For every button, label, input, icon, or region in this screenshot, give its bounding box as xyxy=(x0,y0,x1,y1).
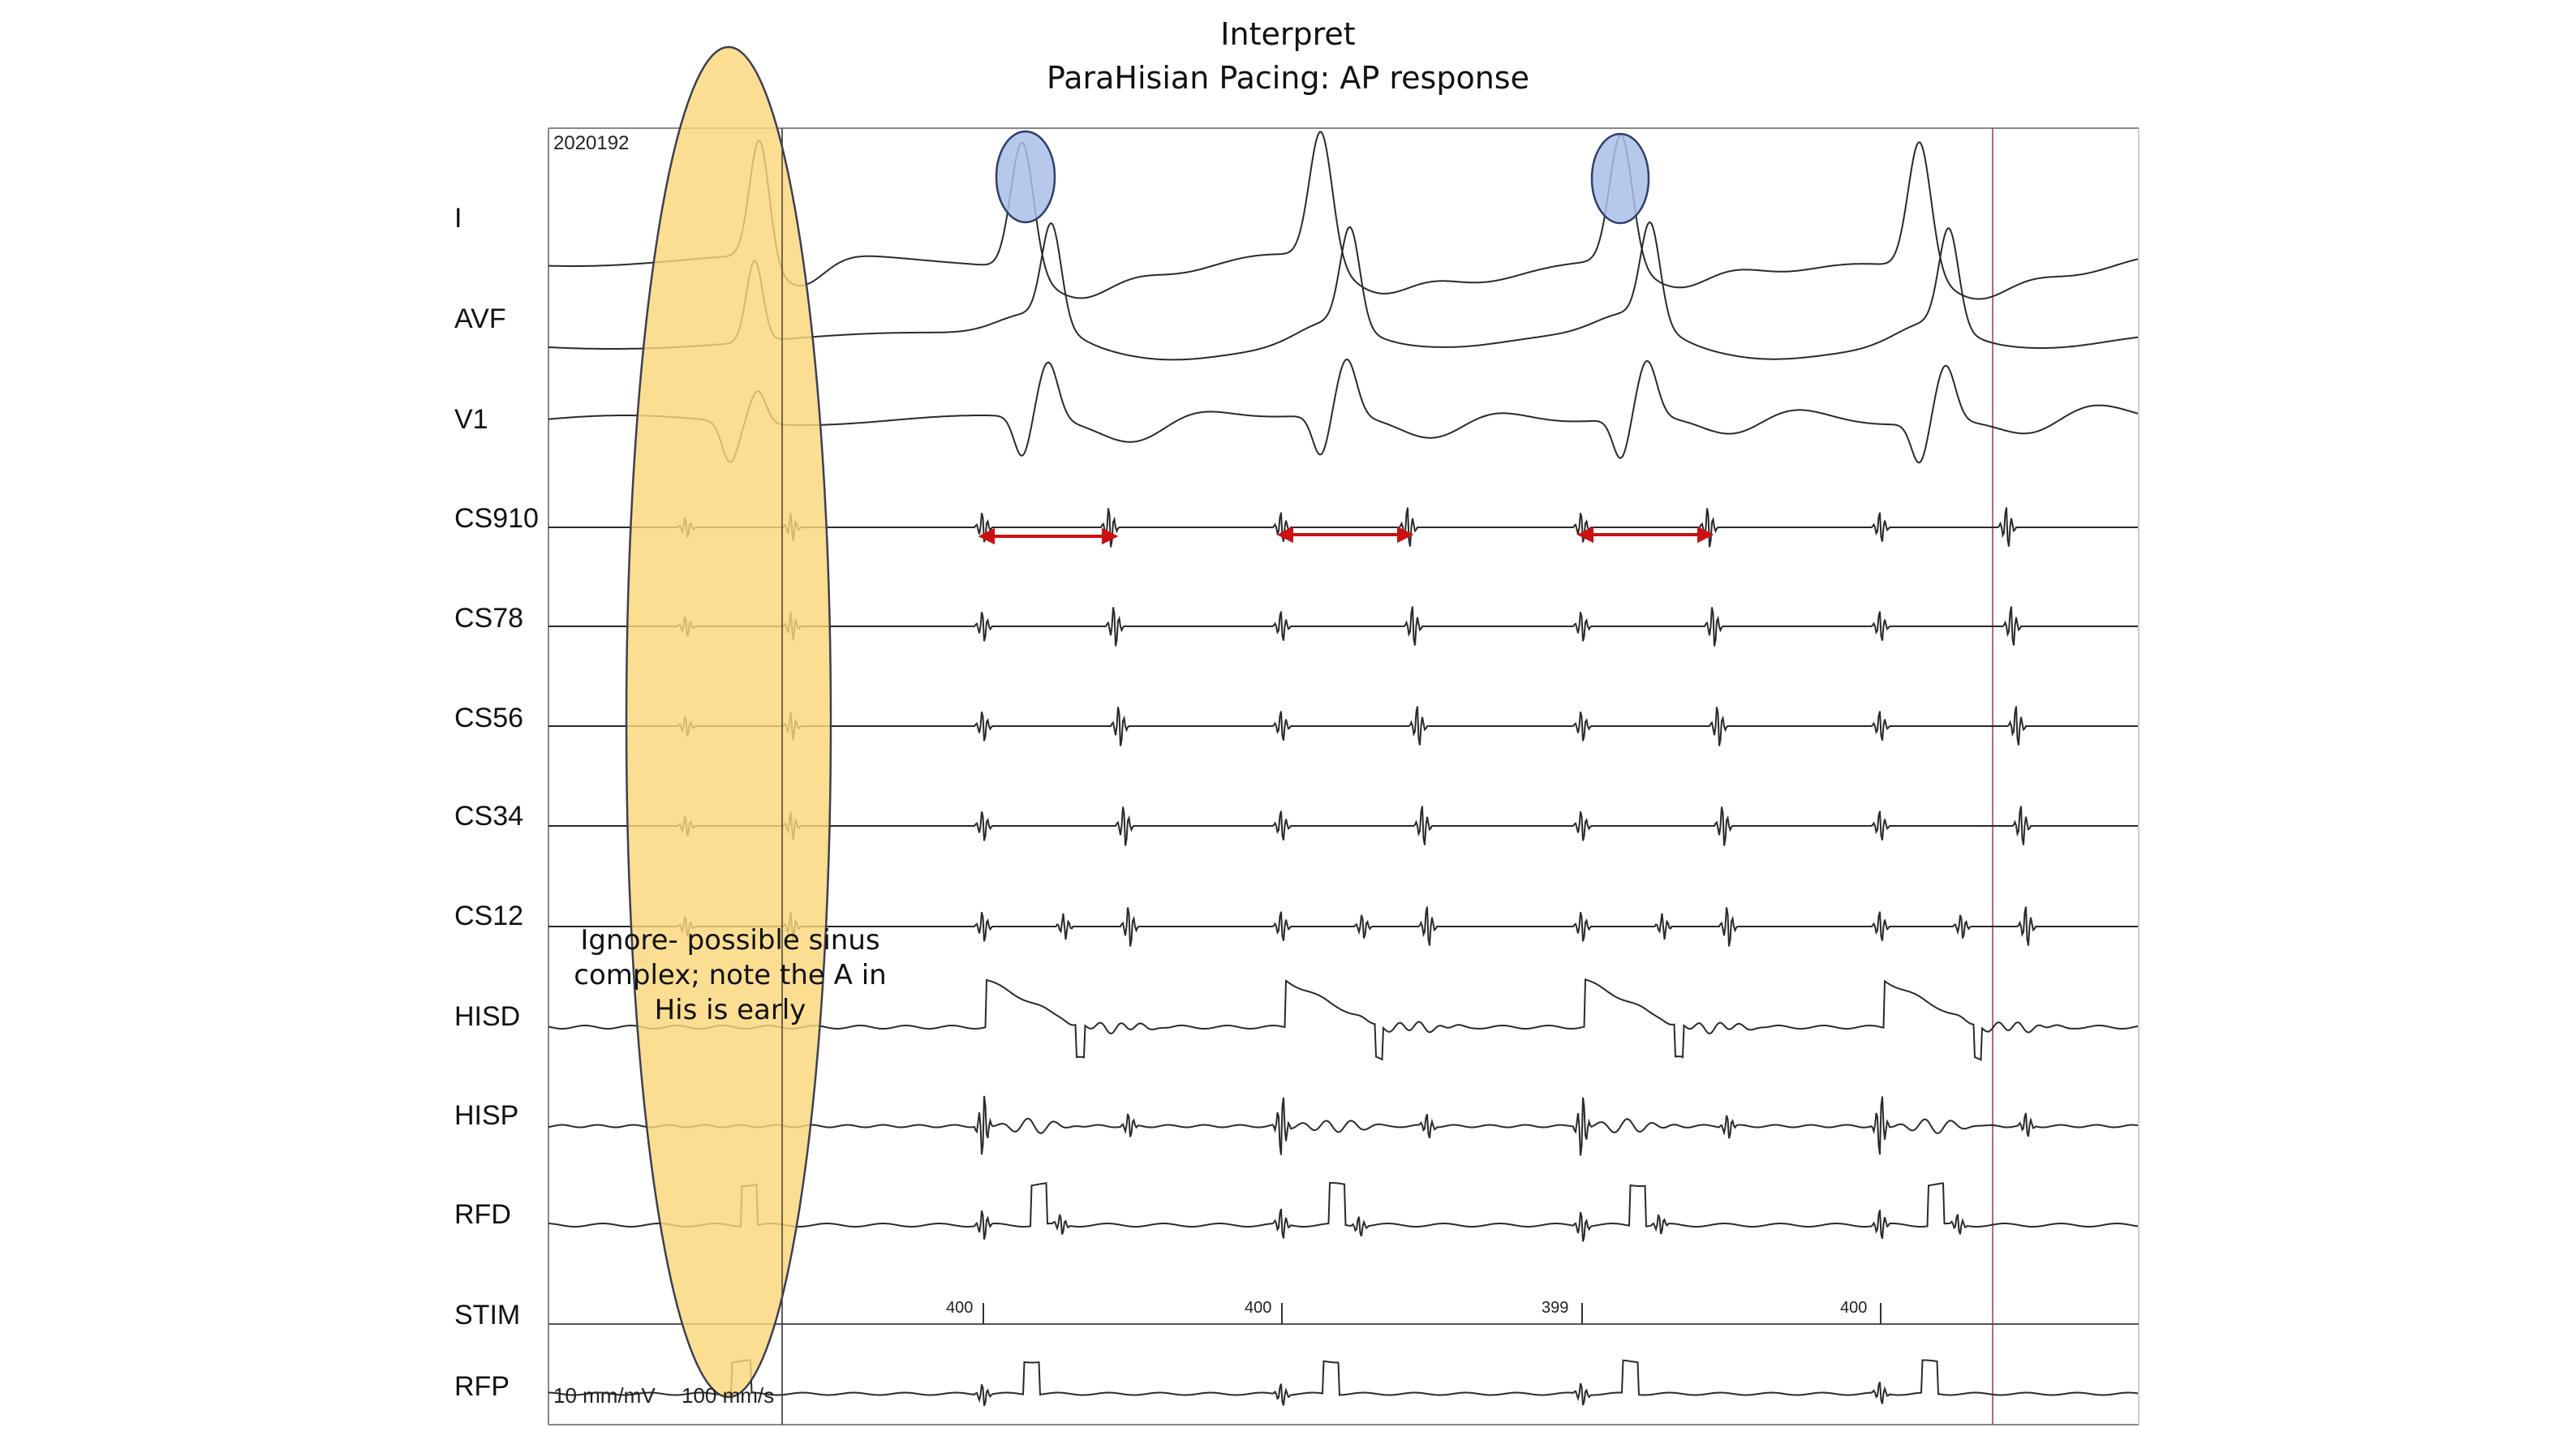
p-wave-marker-1 xyxy=(995,130,1056,224)
speed-calibration: 100 mm/s xyxy=(682,1383,775,1408)
lead-label-hisd: HISD xyxy=(454,1001,521,1032)
interval-arrow-1 xyxy=(978,527,1119,545)
lead-label-i: I xyxy=(454,203,462,234)
lead-label-cs78: CS78 xyxy=(454,603,524,634)
trace-rfp xyxy=(548,1359,2139,1407)
interval-arrow-2 xyxy=(1276,526,1414,544)
lead-label-rfp: RFP xyxy=(454,1371,510,1402)
trace-lead-i xyxy=(548,131,2139,300)
lead-label-cs910: CS910 xyxy=(454,503,539,534)
lead-label-cs12: CS12 xyxy=(454,901,524,931)
figure-title: Interpret xyxy=(1220,16,1356,52)
lead-label-hisp: HISP xyxy=(454,1100,519,1131)
interval-arrow-3 xyxy=(1576,526,1714,544)
lead-label-stim: STIM xyxy=(454,1300,521,1331)
sinus-complex-highlight xyxy=(625,45,832,1399)
stim-cycle-length-3: 399 xyxy=(1542,1299,1569,1317)
lead-label-avf: AVF xyxy=(454,303,506,334)
sinus-complex-note: Ignore- possible sinus complex; note the… xyxy=(574,924,887,1026)
lead-label-cs34: CS34 xyxy=(454,801,524,832)
lead-label-cs56: CS56 xyxy=(454,703,524,733)
lead-label-rfd: RFD xyxy=(454,1199,511,1230)
trace-hisp xyxy=(548,1095,2139,1156)
stim-cycle-length-1: 400 xyxy=(946,1299,974,1317)
lead-label-v1: V1 xyxy=(454,404,488,435)
trace-rfd xyxy=(548,1182,2139,1242)
stim-cycle-length-4: 400 xyxy=(1840,1299,1868,1317)
p-wave-marker-2 xyxy=(1590,132,1650,225)
figure-subtitle: ParaHisian Pacing: AP response xyxy=(1047,60,1529,96)
gain-calibration: 10 mm/mV xyxy=(553,1383,656,1408)
recording-id: 2020192 xyxy=(553,132,630,154)
stim-cycle-length-2: 400 xyxy=(1245,1299,1272,1317)
